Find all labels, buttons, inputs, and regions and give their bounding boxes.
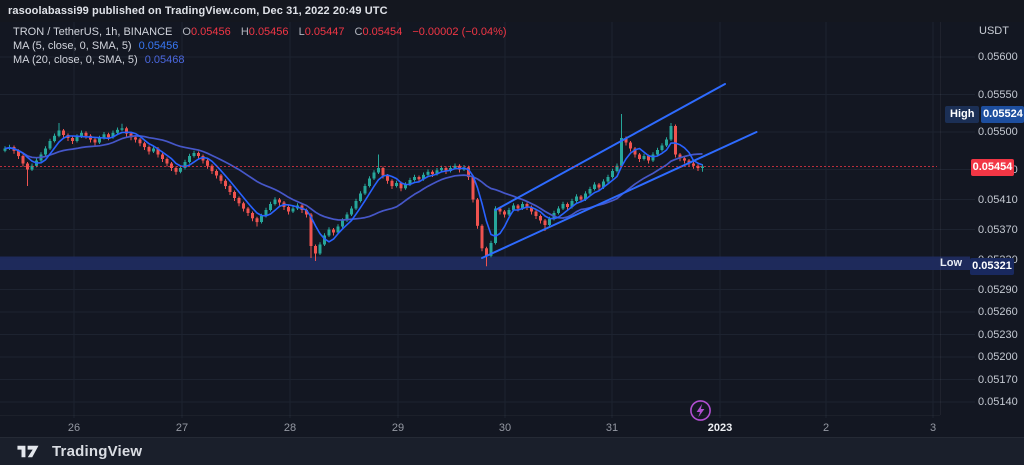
price-tick-label: 0.05140 <box>978 396 1018 408</box>
time-tick-label: 29 <box>391 422 405 434</box>
symbol-legend-row[interactable]: TRON / TetherUS, 1h, BINANCE O0.05456 H0… <box>13 25 507 39</box>
tradingview-logo-link[interactable]: TradingView <box>16 443 142 460</box>
price-tick-label: 0.05500 <box>978 126 1018 138</box>
ohlc-open-value: 0.05456 <box>190 26 231 38</box>
ma5-label: MA (5, close, 0, SMA, 5) <box>13 40 132 52</box>
tradingview-logo-icon <box>17 445 39 458</box>
price-tick-label: 0.05260 <box>978 306 1018 318</box>
price-tick-label: 0.05550 <box>978 88 1018 101</box>
time-tick-label: 3 <box>929 422 937 434</box>
ma5-value: 0.05456 <box>138 40 179 52</box>
time-tick-label: 28 <box>283 422 297 434</box>
ohlc-close-label: C <box>354 26 363 38</box>
ohlc-high-label: H <box>240 26 249 38</box>
chart-legend: TRON / TetherUS, 1h, BINANCE O0.05456 H0… <box>13 25 507 67</box>
price-tick-label: 0.05230 <box>978 328 1018 341</box>
quote-currency-label: USDT <box>979 25 1009 37</box>
ohlc-low-label: L <box>298 26 305 38</box>
ohlc-close-value: 0.05454 <box>362 26 403 38</box>
symbol-title: TRON / TetherUS, 1h, BINANCE <box>13 26 173 38</box>
lightning-icon <box>690 400 711 421</box>
price-tick-label: 0.05600 <box>978 51 1018 63</box>
price-axis[interactable]: 0.056000.055500.055000.054500.054100.053… <box>940 22 1024 415</box>
price-tick-label: 0.05410 <box>978 193 1018 206</box>
high-chip-value: 0.05524 <box>981 106 1024 123</box>
price-tick-label: 0.05170 <box>978 373 1018 386</box>
time-axis-separator <box>0 415 940 416</box>
price-axis-separator <box>940 22 941 415</box>
attribution-text: rasoolabassi99 published on TradingView.… <box>8 5 388 17</box>
time-tick-label: 30 <box>498 422 512 434</box>
ohlc-open-label: O <box>182 26 191 38</box>
time-tick-label: 2023 <box>707 422 733 434</box>
time-tick-label: 31 <box>605 422 619 434</box>
time-tick-label: 2 <box>822 422 830 434</box>
ohlc-high-value: 0.05456 <box>248 26 289 38</box>
ohlc-low-value: 0.05447 <box>304 26 345 38</box>
flash-marker-button[interactable] <box>688 398 713 423</box>
price-tick-label: 0.05370 <box>978 223 1018 236</box>
low-band-label: Low <box>940 256 962 269</box>
ma5-legend-row[interactable]: MA (5, close, 0, SMA, 5) 0.05456 <box>13 39 507 53</box>
ma20-value: 0.05468 <box>144 54 185 66</box>
range-high-chip: High 0.05524 <box>945 106 1024 123</box>
brand-text: TradingView <box>52 443 143 460</box>
price-tick-label: 0.05200 <box>978 351 1018 363</box>
time-tick-label: 27 <box>175 422 189 434</box>
ma20-label: MA (20, close, 0, SMA, 5) <box>13 54 138 66</box>
time-tick-label: 26 <box>67 422 81 434</box>
ma20-legend-row[interactable]: MA (20, close, 0, SMA, 5) 0.05468 <box>13 53 507 67</box>
last-price-chip: 0.05454 <box>971 158 1014 176</box>
attribution-bar: rasoolabassi99 published on TradingView.… <box>0 0 1024 22</box>
time-axis[interactable]: 26 27 28 29 30 31 2023 2 3 <box>0 415 940 437</box>
price-tick-label: 0.05290 <box>978 283 1018 296</box>
high-chip-label: High <box>945 106 980 123</box>
footer-bar: TradingView <box>0 437 1024 465</box>
change-value: −0.00002 (−0.04%) <box>412 26 507 38</box>
range-low-chip: 0.05321 <box>970 258 1014 276</box>
